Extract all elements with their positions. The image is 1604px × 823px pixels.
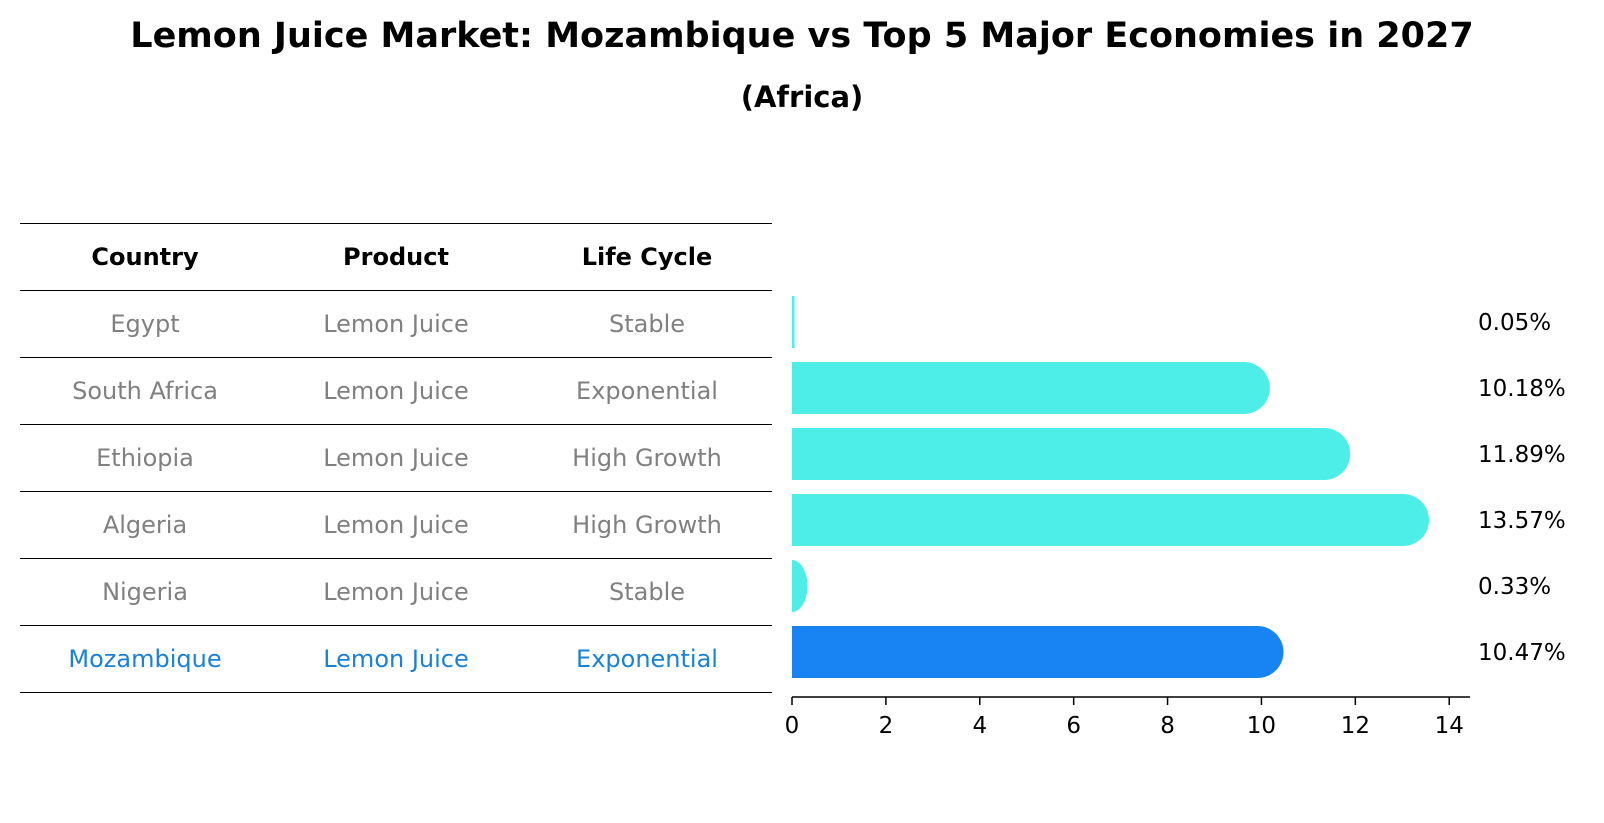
cell-life-cycle: Stable (522, 558, 772, 626)
value-label: 13.57% (1478, 508, 1566, 534)
header-product: Product (270, 223, 522, 291)
cell-life-cycle: High Growth (522, 424, 772, 492)
table-header-row: Country Product Life Cycle (20, 223, 772, 291)
table-row-highlight: Mozambique Lemon Juice Exponential (20, 625, 772, 693)
cell-product: Lemon Juice (270, 625, 522, 693)
cell-life-cycle: High Growth (522, 491, 772, 559)
table-row: Nigeria Lemon Juice Stable (20, 558, 772, 626)
bars-group (792, 296, 1430, 678)
cell-country: Ethiopia (20, 424, 270, 492)
bar-south-africa (792, 362, 1270, 414)
cell-product: Lemon Juice (270, 491, 522, 559)
cell-product: Lemon Juice (270, 357, 522, 425)
value-label: 10.47% (1478, 640, 1566, 666)
value-label: 11.89% (1478, 442, 1566, 468)
cell-country: Mozambique (20, 625, 270, 693)
x-tick-label: 4 (972, 713, 987, 739)
header-life-cycle: Life Cycle (522, 223, 772, 291)
value-label: 0.05% (1478, 310, 1551, 336)
cell-life-cycle: Exponential (522, 357, 772, 425)
value-label: 0.33% (1478, 574, 1551, 600)
x-tick-label: 6 (1066, 713, 1081, 739)
cell-country: Egypt (20, 290, 270, 358)
cell-country: South Africa (20, 357, 270, 425)
table-row: Egypt Lemon Juice Stable (20, 290, 772, 358)
value-label: 10.18% (1478, 376, 1566, 402)
cell-country: Algeria (20, 491, 270, 559)
x-tick-label: 12 (1341, 713, 1370, 739)
cell-product: Lemon Juice (270, 558, 522, 626)
cell-product: Lemon Juice (270, 290, 522, 358)
table-row: Ethiopia Lemon Juice High Growth (20, 424, 772, 492)
cell-product: Lemon Juice (270, 424, 522, 492)
table-row: South Africa Lemon Juice Exponential (20, 357, 772, 425)
bar-mozambique (792, 626, 1284, 678)
x-tick-label: 0 (785, 713, 800, 739)
x-axis: 0 2 4 6 8 10 12 14 (785, 696, 1470, 739)
chart-title: Lemon Juice Market: Mozambique vs Top 5 … (130, 16, 1474, 56)
cell-country: Nigeria (20, 558, 270, 626)
bar-algeria (792, 494, 1430, 546)
cell-life-cycle: Stable (522, 290, 772, 358)
cell-life-cycle: Exponential (522, 625, 772, 693)
x-tick-label: 8 (1160, 713, 1175, 739)
header-country: Country (20, 223, 270, 291)
x-tick-label: 14 (1435, 713, 1464, 739)
bar-nigeria (792, 560, 808, 612)
chart-subtitle: (Africa) (740, 80, 864, 114)
country-table: Country Product Life Cycle Egypt Lemon J… (20, 223, 772, 693)
bar-ethiopia (792, 428, 1351, 480)
x-tick-label: 10 (1247, 713, 1276, 739)
x-tick-label: 2 (879, 713, 894, 739)
value-labels-group: 0.05% 10.18% 11.89% 13.57% 0.33% 10.47% (1478, 310, 1566, 666)
table-row: Algeria Lemon Juice High Growth (20, 491, 772, 559)
bar-egypt (792, 296, 795, 348)
